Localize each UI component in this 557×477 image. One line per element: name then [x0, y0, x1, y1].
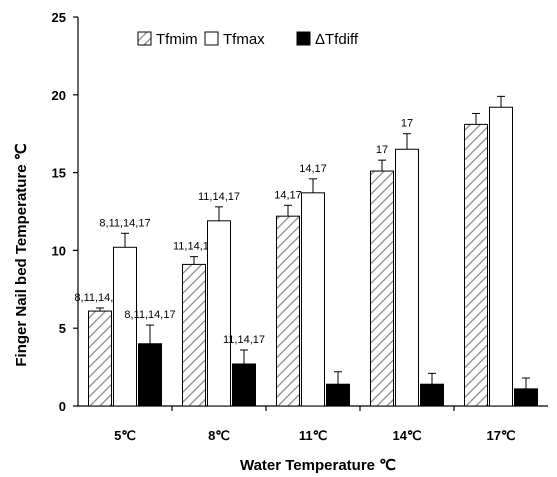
x-tick-label: 8℃ — [208, 428, 230, 443]
legend: Tfmim Tfmax ΔTfdiff — [137, 31, 359, 48]
plot-area: 0 5 10 15 20 25 5℃ 8,11,14,17 8,11,14,17 8,11,14,… — [52, 10, 548, 443]
significance-label: 8,11,14,17 — [99, 217, 150, 229]
bar-hatched — [88, 310, 112, 407]
bar-hatched — [276, 215, 300, 407]
bar-black — [138, 343, 162, 407]
significance-label: 11,14,17 — [198, 191, 240, 203]
bar-hatched — [182, 263, 206, 407]
significance-label: 8,11,14,17 — [124, 309, 175, 321]
x-axis-title: Water Temperature ℃ — [240, 457, 396, 474]
significance-label: 11,14,17 — [173, 241, 215, 253]
legend-swatch-tfmim — [137, 31, 152, 46]
significance-label: 14,17 — [299, 163, 327, 175]
legend-label-tfmax: Tfmax — [223, 31, 265, 48]
bar-white — [489, 106, 513, 407]
x-tick-label: 5℃ — [114, 428, 136, 443]
legend-swatch-tfdiff — [296, 31, 311, 46]
x-tick-label: 17℃ — [486, 428, 515, 443]
legend-swatch-tfmax — [204, 31, 219, 46]
bar-black — [514, 388, 538, 407]
bar-white — [113, 246, 137, 407]
bar-hatched — [464, 123, 488, 407]
bar-white — [395, 148, 419, 407]
bar-black — [420, 383, 444, 407]
legend-label-tfmim: Tfmim — [156, 31, 198, 48]
y-tick-label: 10 — [52, 243, 66, 258]
x-tick-label: 14℃ — [392, 428, 421, 443]
y-axis-title: Finger Nail bed Temperature ℃ — [13, 143, 30, 366]
significance-label: 17 — [376, 144, 388, 156]
significance-label: 14,17 — [274, 189, 302, 201]
bar-hatched — [370, 170, 394, 407]
significance-label: 17 — [401, 118, 413, 130]
legend-label-tfdiff: ΔTfdiff — [315, 31, 359, 48]
bar-black — [326, 383, 350, 407]
bar-white — [301, 192, 325, 407]
y-tick-label: 0 — [59, 399, 66, 414]
x-tick-label: 11℃ — [299, 428, 327, 443]
y-tick-label: 25 — [52, 10, 66, 25]
bar-white — [207, 220, 231, 407]
significance-label: 11,14,17 — [223, 334, 265, 346]
y-tick-label: 20 — [52, 88, 66, 103]
significance-label: 8,11,14,17 — [74, 292, 125, 304]
y-tick-label: 15 — [52, 166, 66, 181]
bar-black — [232, 363, 256, 407]
y-tick-label: 5 — [59, 321, 66, 336]
